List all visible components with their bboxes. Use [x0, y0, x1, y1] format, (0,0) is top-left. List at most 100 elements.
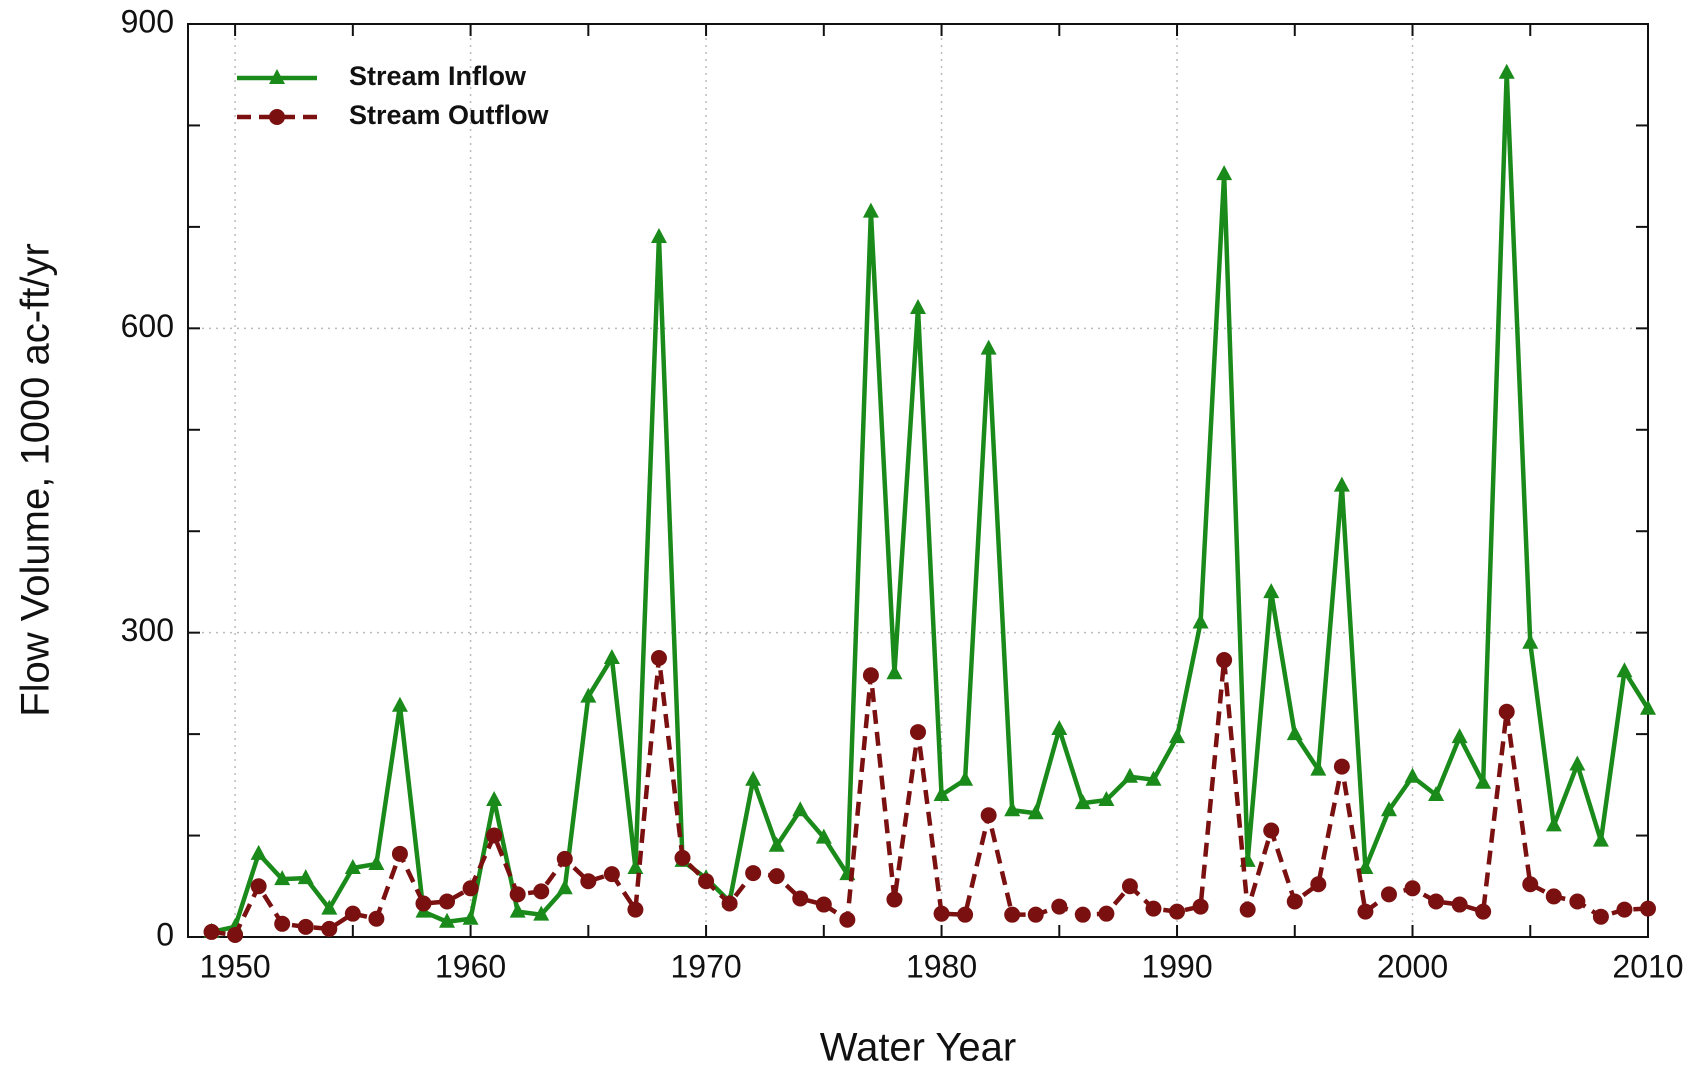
marker [1451, 896, 1468, 913]
marker [792, 890, 809, 907]
marker [1428, 785, 1445, 801]
marker [1216, 165, 1233, 181]
marker [1263, 583, 1280, 599]
marker [886, 664, 903, 680]
marker [462, 880, 479, 897]
marker [297, 869, 314, 885]
marker [910, 724, 926, 741]
marker [250, 844, 267, 860]
marker [1545, 888, 1562, 905]
marker [768, 836, 785, 852]
marker [1451, 728, 1468, 744]
marker [957, 770, 974, 786]
marker [556, 879, 573, 895]
marker [1216, 652, 1233, 669]
marker [580, 873, 597, 890]
legend-marker [269, 69, 285, 84]
marker [1310, 760, 1327, 776]
marker [627, 901, 644, 918]
marker [650, 228, 667, 244]
marker [957, 906, 974, 923]
marker [768, 868, 785, 885]
y-tick-label: 300 [121, 612, 174, 648]
marker [415, 895, 432, 912]
marker [745, 770, 762, 786]
marker [1145, 770, 1162, 786]
marker [1121, 767, 1138, 783]
marker [321, 920, 338, 937]
marker [297, 918, 314, 935]
marker [980, 339, 997, 355]
marker [1357, 859, 1374, 875]
marker [1404, 880, 1421, 897]
marker [862, 667, 879, 684]
y-tick-label: 900 [121, 3, 174, 39]
x-tick-label: 1980 [906, 948, 977, 984]
marker [1145, 900, 1162, 917]
x-tick-label: 2000 [1377, 948, 1448, 984]
marker [862, 202, 879, 218]
marker [1428, 893, 1445, 910]
marker [627, 859, 644, 875]
marker [439, 893, 456, 910]
y-tick-label: 600 [121, 308, 174, 344]
marker [1522, 633, 1539, 649]
legend-label: Stream Outflow [349, 100, 550, 130]
marker [980, 807, 997, 824]
marker [698, 873, 715, 890]
marker [1380, 801, 1397, 817]
marker [886, 891, 903, 908]
x-tick-label: 1990 [1141, 948, 1212, 984]
marker [580, 687, 597, 703]
marker [1475, 903, 1492, 920]
marker [1169, 728, 1186, 744]
series-line [211, 70, 1650, 935]
marker [1074, 794, 1091, 810]
marker [439, 912, 456, 928]
marker [1286, 893, 1303, 910]
marker [344, 905, 361, 922]
marker [1475, 773, 1492, 789]
marker [1192, 613, 1209, 629]
marker [509, 886, 526, 903]
x-tick-label: 1960 [435, 948, 506, 984]
x-tick-label: 2010 [1612, 948, 1683, 984]
marker [1027, 804, 1044, 820]
marker [1498, 63, 1515, 79]
marker [227, 926, 244, 943]
marker [533, 883, 550, 900]
marker [1310, 876, 1327, 893]
marker [486, 791, 503, 807]
marker [509, 902, 526, 918]
marker [250, 878, 267, 895]
marker [1121, 878, 1138, 895]
marker [533, 905, 550, 921]
marker [815, 896, 832, 913]
marker [462, 909, 479, 925]
marker [344, 859, 361, 875]
x-tick-label: 1950 [200, 948, 271, 984]
marker [274, 915, 291, 932]
marker [274, 870, 291, 886]
x-axis-label: Water Year [820, 1026, 1016, 1070]
marker [1404, 767, 1421, 783]
marker [1545, 816, 1562, 832]
marker [1498, 703, 1515, 720]
marker [1640, 900, 1656, 917]
marker [1616, 901, 1633, 918]
marker [792, 801, 809, 817]
marker [1592, 831, 1609, 847]
x-tick-label: 1970 [670, 948, 741, 984]
marker [321, 899, 338, 915]
legend-label: Stream Inflow [349, 61, 527, 91]
marker [1569, 755, 1586, 771]
marker [1027, 906, 1044, 923]
marker [203, 923, 220, 940]
marker [1098, 905, 1115, 922]
marker [1051, 720, 1068, 736]
marker [1522, 876, 1539, 893]
marker [674, 849, 691, 866]
marker [603, 649, 620, 665]
marker [391, 845, 408, 862]
